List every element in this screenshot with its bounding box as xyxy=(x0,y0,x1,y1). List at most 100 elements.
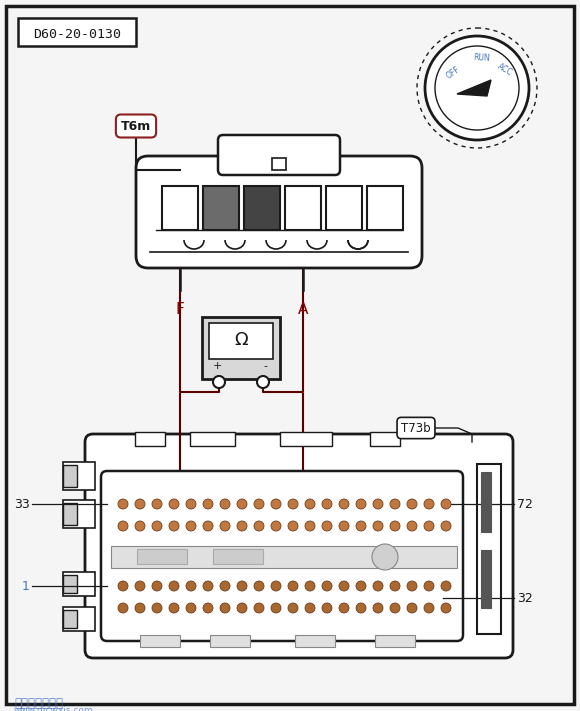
Bar xyxy=(63,575,77,593)
Text: 72: 72 xyxy=(517,498,533,510)
Circle shape xyxy=(220,603,230,613)
Circle shape xyxy=(407,603,417,613)
Bar xyxy=(481,550,491,608)
Circle shape xyxy=(237,603,247,613)
Circle shape xyxy=(118,499,128,509)
Text: www.qicwxjs.com: www.qicwxjs.com xyxy=(14,706,93,711)
Circle shape xyxy=(254,603,264,613)
Circle shape xyxy=(169,521,179,531)
Bar xyxy=(280,432,332,446)
Bar xyxy=(190,432,235,446)
FancyBboxPatch shape xyxy=(136,156,422,268)
Bar xyxy=(63,607,95,631)
Circle shape xyxy=(305,499,315,509)
Circle shape xyxy=(390,499,400,509)
Bar xyxy=(477,464,501,634)
Circle shape xyxy=(169,581,179,591)
Circle shape xyxy=(373,581,383,591)
Circle shape xyxy=(339,581,349,591)
Circle shape xyxy=(339,499,349,509)
Circle shape xyxy=(305,581,315,591)
Bar xyxy=(63,500,95,528)
Circle shape xyxy=(390,581,400,591)
Text: 1: 1 xyxy=(22,579,30,592)
Text: T6m: T6m xyxy=(121,119,151,132)
Circle shape xyxy=(390,603,400,613)
Circle shape xyxy=(373,521,383,531)
Circle shape xyxy=(237,521,247,531)
Bar xyxy=(370,432,400,446)
Circle shape xyxy=(213,376,225,388)
Circle shape xyxy=(203,581,213,591)
Bar xyxy=(375,635,415,647)
Circle shape xyxy=(424,603,434,613)
FancyBboxPatch shape xyxy=(101,471,463,641)
Circle shape xyxy=(339,603,349,613)
Circle shape xyxy=(322,581,332,591)
FancyBboxPatch shape xyxy=(218,135,340,175)
Circle shape xyxy=(424,581,434,591)
Text: ACC: ACC xyxy=(496,62,514,77)
Circle shape xyxy=(152,603,162,613)
Circle shape xyxy=(390,521,400,531)
Circle shape xyxy=(186,581,196,591)
Circle shape xyxy=(152,499,162,509)
Circle shape xyxy=(424,499,434,509)
Circle shape xyxy=(135,499,145,509)
Bar xyxy=(326,186,362,230)
Bar xyxy=(209,323,273,359)
Bar xyxy=(367,186,403,230)
Bar xyxy=(162,186,198,230)
Text: RUN: RUN xyxy=(473,53,491,63)
Circle shape xyxy=(356,603,366,613)
Bar xyxy=(135,432,165,446)
Bar xyxy=(295,635,335,647)
Circle shape xyxy=(288,581,298,591)
Bar xyxy=(272,158,286,170)
Circle shape xyxy=(424,521,434,531)
Circle shape xyxy=(271,581,281,591)
Circle shape xyxy=(339,521,349,531)
Bar xyxy=(63,462,95,490)
FancyBboxPatch shape xyxy=(202,317,280,379)
Bar xyxy=(63,610,77,628)
Circle shape xyxy=(254,521,264,531)
Circle shape xyxy=(356,581,366,591)
Circle shape xyxy=(237,581,247,591)
Circle shape xyxy=(220,521,230,531)
Text: OFF: OFF xyxy=(444,65,462,81)
Bar xyxy=(18,18,136,46)
Text: D60-20-0130: D60-20-0130 xyxy=(33,28,121,41)
Circle shape xyxy=(169,499,179,509)
Text: 33: 33 xyxy=(14,498,30,510)
Circle shape xyxy=(356,499,366,509)
Text: 汽车维修技术网: 汽车维修技术网 xyxy=(14,697,63,710)
Circle shape xyxy=(322,521,332,531)
Bar xyxy=(137,549,187,564)
Circle shape xyxy=(407,499,417,509)
Circle shape xyxy=(356,521,366,531)
Bar xyxy=(63,503,77,525)
Circle shape xyxy=(373,603,383,613)
Circle shape xyxy=(288,603,298,613)
Circle shape xyxy=(441,581,451,591)
Circle shape xyxy=(118,581,128,591)
Circle shape xyxy=(271,499,281,509)
Circle shape xyxy=(118,521,128,531)
Circle shape xyxy=(220,499,230,509)
Bar xyxy=(111,546,457,568)
Text: A: A xyxy=(298,302,308,317)
Circle shape xyxy=(152,521,162,531)
Circle shape xyxy=(135,521,145,531)
Bar xyxy=(210,635,250,647)
Circle shape xyxy=(271,521,281,531)
Circle shape xyxy=(305,521,315,531)
Bar xyxy=(244,186,280,230)
Circle shape xyxy=(288,499,298,509)
Circle shape xyxy=(254,581,264,591)
Circle shape xyxy=(118,603,128,613)
Bar xyxy=(285,186,321,230)
Circle shape xyxy=(407,521,417,531)
Bar xyxy=(213,549,263,564)
Circle shape xyxy=(135,581,145,591)
